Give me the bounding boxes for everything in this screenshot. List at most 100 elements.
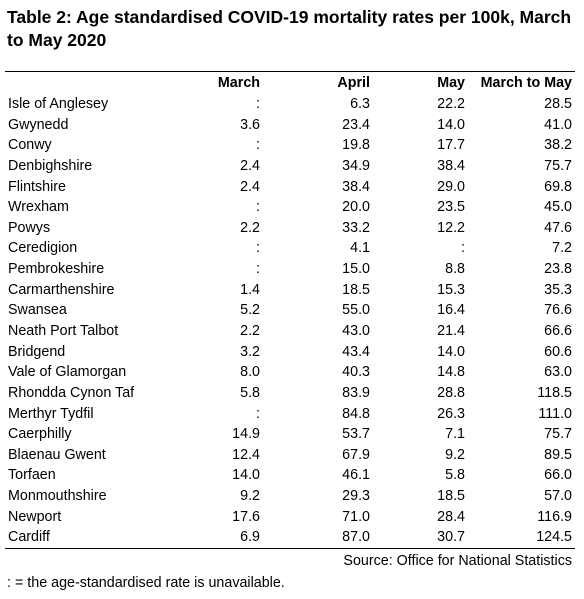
table-row: Ceredigion: 4.1: 7.2 — [5, 238, 575, 259]
table-row: Blaenau Gwent 12.4 67.9 9.2 89.5 — [5, 445, 575, 466]
rate-cell: 14.8 — [437, 364, 465, 381]
table-row: Newport 17.6 71.0 28.4 116.9 — [5, 506, 575, 527]
rate-cell: 26.3 — [437, 405, 465, 422]
rate-cell: 15.3 — [437, 281, 465, 298]
rate-cell: 7.1 — [445, 426, 465, 443]
area-name-cell: Vale of Glamorgan — [8, 364, 127, 381]
rate-cell: 55.0 — [342, 302, 370, 319]
area-name-cell: Merthyr Tydfil — [8, 405, 94, 422]
rate-cell: 84.8 — [342, 405, 370, 422]
table-row: Gwynedd 3.6 23.4 14.0 41.0 — [5, 114, 575, 135]
rate-cell: 60.6 — [544, 343, 572, 360]
rate-cell: 17.7 — [437, 137, 465, 154]
area-name-cell: Wrexham — [8, 199, 69, 216]
rate-cell: 69.8 — [544, 178, 572, 195]
rate-cell: 5.8 — [445, 467, 465, 484]
mortality-table: March April May March to May Isle of Ang… — [5, 73, 575, 549]
rate-cell: 63.0 — [544, 364, 572, 381]
table-row: Vale of Glamorgan 8.0 40.3 14.8 63.0 — [5, 362, 575, 383]
rate-cell: 28.5 — [544, 95, 572, 112]
rate-cell: 22.2 — [437, 95, 465, 112]
table-row: Conwy: 19.8 17.7 38.2 — [5, 135, 575, 156]
area-name-cell: Isle of Anglesey — [8, 95, 109, 112]
table-row: Torfaen 14.0 46.1 5.8 66.0 — [5, 465, 575, 486]
rate-cell: 15.0 — [342, 261, 370, 278]
rate-cell: 75.7 — [544, 157, 572, 174]
rate-cell: 14.0 — [437, 116, 465, 133]
area-name-cell: Conwy — [8, 137, 52, 154]
rate-cell: 43.4 — [342, 343, 370, 360]
column-header-area — [5, 73, 173, 94]
rate-cell: : — [256, 199, 260, 216]
rate-cell: 8.8 — [445, 261, 465, 278]
rate-cell: 45.0 — [544, 199, 572, 216]
table-row: Monmouthshire 9.2 29.3 18.5 57.0 — [5, 486, 575, 507]
area-name-cell: Denbighshire — [8, 157, 93, 174]
footnote: : = the age-standardised rate is unavail… — [7, 575, 285, 591]
table-row: Denbighshire 2.4 34.9 38.4 75.7 — [5, 156, 575, 177]
rate-cell: 53.7 — [342, 426, 370, 443]
rate-cell: 76.6 — [544, 302, 572, 319]
rate-cell: 28.8 — [437, 384, 465, 401]
area-name-cell: Torfaen — [8, 467, 56, 484]
column-header-april: April — [337, 75, 370, 92]
rate-cell: 14.9 — [232, 426, 260, 443]
table-row: Bridgend 3.2 43.4 14.0 60.6 — [5, 341, 575, 362]
rate-cell: 67.9 — [342, 446, 370, 463]
rate-cell: 5.2 — [240, 302, 260, 319]
rate-cell: 29.0 — [437, 178, 465, 195]
table-row: Caerphilly 14.9 53.7 7.1 75.7 — [5, 424, 575, 445]
rate-cell: 66.6 — [544, 323, 572, 339]
rate-cell: 23.5 — [437, 199, 465, 216]
rate-cell: 29.3 — [342, 488, 370, 505]
rate-cell: 14.0 — [437, 343, 465, 360]
area-name-cell: Bridgend — [8, 343, 66, 360]
column-header-march-to-may: March to May — [480, 75, 572, 92]
rate-cell: 9.2 — [240, 488, 260, 505]
rate-cell: 83.9 — [342, 384, 370, 401]
rate-cell: 87.0 — [263, 527, 373, 549]
rate-cell: 9.2 — [445, 446, 465, 463]
table-body: Isle of Anglesey: 6.3 22.2 28.5 Gwynedd 3.6 23… — [5, 94, 575, 549]
table-row: Swansea 5.2 55.0 16.4 76.6 — [5, 300, 575, 321]
rate-cell: 3.6 — [240, 116, 260, 133]
rate-cell: 17.6 — [232, 508, 260, 525]
area-name-cell: Gwynedd — [8, 116, 69, 133]
rate-cell: 111.0 — [538, 405, 572, 422]
rate-cell: : — [461, 240, 465, 257]
rate-cell: 19.8 — [342, 137, 370, 154]
area-name-cell: Cardiff — [5, 527, 173, 549]
table-row: Powys 2.2 33.2 12.2 47.6 — [5, 217, 575, 238]
rate-cell: 20.0 — [342, 199, 370, 216]
rate-cell: 75.7 — [544, 426, 572, 443]
rate-cell: 18.5 — [437, 488, 465, 505]
rate-cell: : — [256, 405, 260, 422]
rate-cell: 124.5 — [468, 527, 575, 549]
area-name-cell: Ceredigion — [8, 240, 78, 257]
table-row: Neath Port Talbot 2.2 43.0 21.4 66.6 — [5, 321, 575, 342]
area-name-cell: Swansea — [8, 302, 67, 319]
rate-cell: 23.8 — [544, 261, 572, 278]
rate-cell: 8.0 — [240, 364, 260, 381]
rate-cell: : — [256, 261, 260, 278]
table-row: Carmarthenshire 1.4 18.5 15.3 35.3 — [5, 279, 575, 300]
rate-cell: : — [256, 240, 260, 257]
area-name-cell: Newport — [8, 508, 62, 525]
column-header-may: May — [437, 75, 465, 92]
table-title: Table 2: Age standardised COVID-19 morta… — [7, 7, 572, 50]
rate-cell: 3.2 — [240, 343, 260, 360]
rate-cell: 18.5 — [342, 281, 370, 298]
area-name-cell: Caerphilly — [8, 426, 72, 443]
table-header-row: March April May March to May — [5, 73, 575, 94]
source-note: Source: Office for National Statistics — [343, 553, 572, 569]
rate-cell: 5.8 — [240, 384, 260, 401]
rate-cell: 2.4 — [240, 178, 260, 195]
area-name-cell: Carmarthenshire — [8, 281, 115, 298]
table-row: Flintshire 2.4 38.4 29.0 69.8 — [5, 176, 575, 197]
rate-cell: 21.4 — [437, 323, 465, 339]
rate-cell: 34.9 — [342, 157, 370, 174]
column-header-march: March — [217, 75, 260, 92]
rate-cell: : — [256, 137, 260, 154]
rate-cell: 33.2 — [342, 219, 370, 236]
rate-cell: 66.0 — [544, 467, 572, 484]
